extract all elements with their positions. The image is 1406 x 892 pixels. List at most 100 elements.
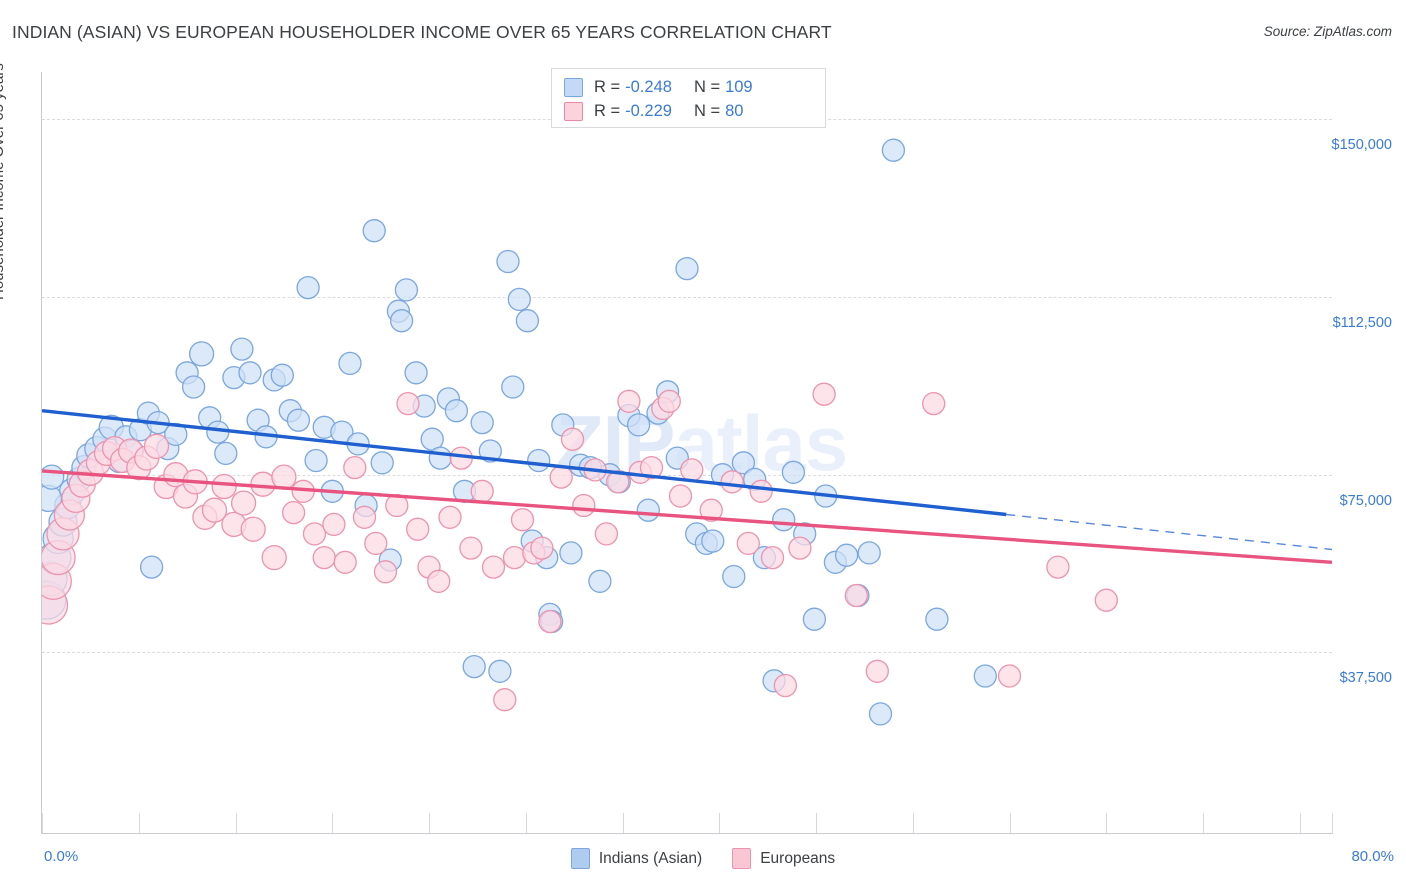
data-point[interactable] xyxy=(1046,555,1070,579)
data-point[interactable] xyxy=(802,607,827,631)
data-point[interactable] xyxy=(527,448,551,473)
data-point[interactable] xyxy=(720,470,744,494)
data-point[interactable] xyxy=(362,219,386,243)
data-point[interactable] xyxy=(139,555,164,579)
data-point[interactable] xyxy=(281,500,306,525)
data-point[interactable] xyxy=(304,448,328,473)
data-point[interactable] xyxy=(1094,588,1118,612)
data-point[interactable] xyxy=(857,541,881,565)
series-legend-item-indians[interactable]: Indians (Asian) xyxy=(570,848,702,869)
data-point[interactable] xyxy=(922,391,946,416)
data-point[interactable] xyxy=(781,460,806,484)
series-legend-item-europeans[interactable]: Europeans xyxy=(732,848,835,869)
data-point[interactable] xyxy=(588,569,612,593)
data-point[interactable] xyxy=(701,529,725,553)
data-point[interactable] xyxy=(373,560,398,584)
data-point[interactable] xyxy=(626,413,651,437)
data-point[interactable] xyxy=(270,363,294,387)
data-point[interactable] xyxy=(438,505,462,529)
data-point[interactable] xyxy=(502,545,527,570)
data-point[interactable] xyxy=(997,664,1022,688)
data-point[interactable] xyxy=(462,654,486,679)
data-point[interactable] xyxy=(211,473,237,500)
data-point[interactable] xyxy=(538,609,562,634)
data-point[interactable] xyxy=(470,479,494,503)
data-point[interactable] xyxy=(549,465,573,489)
data-point[interactable] xyxy=(680,458,704,482)
data-point[interactable] xyxy=(364,531,388,556)
data-point[interactable] xyxy=(496,249,520,274)
data-point[interactable] xyxy=(188,341,215,367)
data-point[interactable] xyxy=(396,391,420,416)
data-point[interactable] xyxy=(515,309,540,333)
data-point[interactable] xyxy=(788,536,812,560)
data-point[interactable] xyxy=(428,446,452,470)
data-point[interactable] xyxy=(478,439,502,463)
data-point[interactable] xyxy=(312,545,336,570)
data-point[interactable] xyxy=(772,508,796,532)
data-point[interactable] xyxy=(181,375,206,399)
data-point[interactable] xyxy=(507,287,531,312)
data-point[interactable] xyxy=(488,659,512,683)
data-point[interactable] xyxy=(731,451,756,475)
data-point[interactable] xyxy=(406,517,430,541)
data-point[interactable] xyxy=(675,256,699,281)
data-point[interactable] xyxy=(572,493,596,518)
data-point[interactable] xyxy=(493,688,517,712)
data-point[interactable] xyxy=(636,498,660,522)
data-point[interactable] xyxy=(444,399,469,423)
data-point[interactable] xyxy=(333,550,357,574)
data-point[interactable] xyxy=(214,441,238,466)
data-point[interactable] xyxy=(617,389,641,413)
data-point[interactable] xyxy=(657,389,681,413)
data-point[interactable] xyxy=(370,451,394,475)
data-point[interactable] xyxy=(834,543,859,567)
data-point[interactable] xyxy=(668,484,693,508)
data-point[interactable] xyxy=(481,555,506,579)
data-point[interactable] xyxy=(925,607,949,631)
data-point[interactable] xyxy=(844,583,868,608)
data-point[interactable] xyxy=(261,544,287,571)
data-point[interactable] xyxy=(722,564,746,589)
data-point[interactable] xyxy=(302,522,327,546)
data-point[interactable] xyxy=(238,361,262,385)
data-point[interactable] xyxy=(459,536,483,560)
data-point[interactable] xyxy=(240,516,266,542)
data-point[interactable] xyxy=(338,351,362,376)
data-point[interactable] xyxy=(812,382,836,406)
data-point[interactable] xyxy=(501,375,525,399)
data-point[interactable] xyxy=(639,455,664,480)
data-point[interactable] xyxy=(560,427,585,451)
data-point[interactable] xyxy=(201,497,228,523)
data-point[interactable] xyxy=(230,337,254,361)
data-point[interactable] xyxy=(394,278,419,302)
data-point[interactable] xyxy=(760,545,785,570)
data-point[interactable] xyxy=(773,673,798,698)
data-point[interactable] xyxy=(296,275,320,300)
data-point[interactable] xyxy=(973,664,997,688)
data-point[interactable] xyxy=(868,702,893,726)
data-point[interactable] xyxy=(470,410,494,435)
data-point[interactable] xyxy=(322,512,346,537)
data-point[interactable] xyxy=(559,541,583,565)
data-point[interactable] xyxy=(250,471,276,497)
data-point[interactable] xyxy=(42,464,65,490)
data-point[interactable] xyxy=(427,569,451,593)
data-point[interactable] xyxy=(881,138,906,162)
data-point[interactable] xyxy=(736,531,760,556)
data-point[interactable] xyxy=(865,659,889,683)
data-point[interactable] xyxy=(510,508,535,532)
data-point[interactable] xyxy=(594,522,619,546)
data-point[interactable] xyxy=(749,479,773,503)
data-point[interactable] xyxy=(352,505,377,529)
data-point[interactable] xyxy=(389,309,414,333)
data-point[interactable] xyxy=(343,455,367,480)
data-point[interactable] xyxy=(286,408,311,432)
data-point[interactable] xyxy=(230,490,257,516)
data-point[interactable] xyxy=(699,498,723,522)
data-point[interactable] xyxy=(143,433,170,459)
data-point[interactable] xyxy=(404,361,428,385)
data-point[interactable] xyxy=(271,464,297,490)
data-point[interactable] xyxy=(606,470,630,494)
data-point[interactable] xyxy=(530,536,554,560)
